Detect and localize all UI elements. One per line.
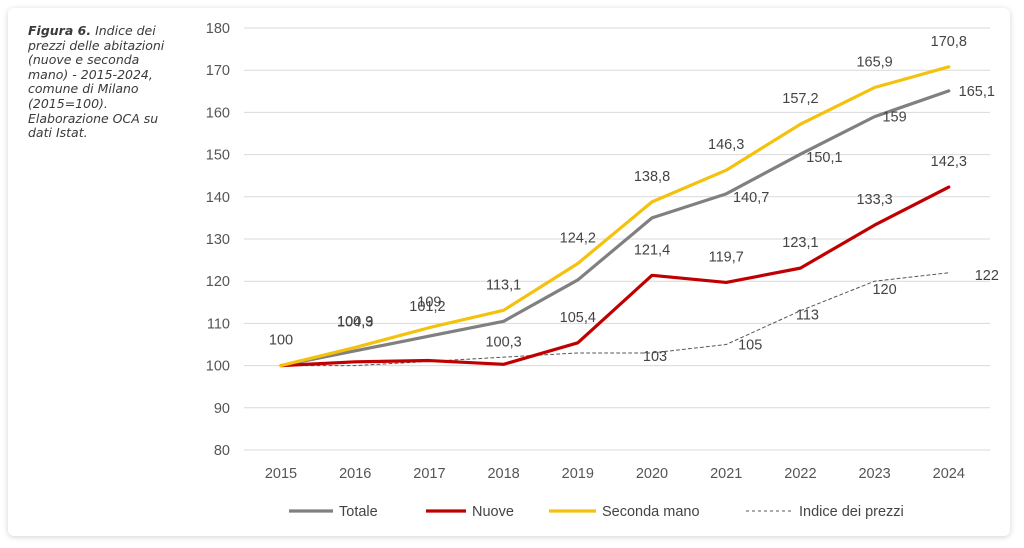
legend: Totale Nuove Seconda mano Indice dei prezzi — [289, 504, 904, 520]
legend-item-nuove: Nuove — [426, 504, 514, 520]
series-line-indice-dei-prezzi — [280, 272, 950, 367]
data-label: 120 — [872, 282, 896, 298]
y-tick-label: 110 — [207, 316, 230, 332]
y-tick-label: 160 — [206, 105, 230, 121]
legend-item-indice-dei-prezzi: Indice dei prezzi — [746, 504, 904, 520]
x-tick-label: 2016 — [339, 466, 371, 482]
data-label: 119,7 — [709, 249, 744, 265]
y-tick-label: 80 — [214, 443, 230, 459]
x-tick-label: 2022 — [784, 466, 816, 482]
legend-item-seconda-mano: Seconda mano — [549, 504, 700, 520]
data-label: 124,2 — [560, 230, 596, 246]
data-label: 157,2 — [782, 91, 818, 107]
legend-label: Indice dei prezzi — [799, 504, 904, 520]
chart-card — [8, 8, 1010, 536]
legend-label: Totale — [339, 504, 378, 520]
series-lines — [279, 65, 951, 368]
data-label: 105 — [738, 338, 762, 354]
y-axis: 80 90 100 110 120 130 140 150 160 170 180 — [206, 21, 230, 459]
legend-item-totale: Totale — [289, 504, 378, 520]
y-tick-label: 150 — [206, 148, 230, 164]
data-labels: 100,9 101,2 140,7 150,1 159 165,1 100,3 105,4 12… — [269, 34, 999, 365]
data-label: 122 — [975, 268, 999, 284]
x-tick-label: 2018 — [487, 466, 519, 482]
x-tick-label: 2023 — [858, 466, 890, 482]
legend-label: Seconda mano — [602, 504, 700, 520]
caption-title: Figura 6. — [28, 23, 92, 38]
data-label: 105,4 — [560, 310, 596, 326]
x-tick-label: 2020 — [636, 466, 668, 482]
series-line-seconda-mano — [279, 65, 951, 368]
data-label: 133,3 — [856, 192, 892, 208]
data-label: 123,1 — [782, 235, 818, 251]
data-label: 100 — [269, 333, 293, 349]
x-tick-label: 2024 — [933, 466, 965, 482]
data-label: 113 — [796, 308, 819, 324]
y-tick-label: 180 — [206, 21, 230, 37]
data-label: 104,3 — [337, 314, 373, 330]
x-axis: 2015 2016 2017 2018 2019 2020 2021 2022 2023 2024 — [265, 466, 965, 482]
data-label: 159 — [882, 110, 906, 126]
caption-text: Indice dei prezzi delle abitazioni (nuov… — [28, 23, 165, 141]
x-tick-label: 2019 — [562, 466, 594, 482]
y-tick-label: 100 — [206, 359, 230, 375]
data-label: 142,3 — [931, 154, 967, 170]
data-label: 170,8 — [931, 34, 967, 50]
data-label: 103 — [643, 349, 667, 365]
y-tick-label: 140 — [206, 190, 230, 206]
y-tick-label: 90 — [214, 401, 230, 417]
data-label: 138,8 — [634, 169, 670, 185]
data-label: 140,7 — [733, 190, 769, 206]
data-label: 113,1 — [486, 277, 521, 293]
x-tick-label: 2015 — [265, 466, 297, 482]
y-tick-label: 170 — [206, 63, 230, 79]
x-tick-label: 2021 — [710, 466, 742, 482]
data-label: 121,4 — [634, 242, 670, 258]
y-tick-label: 130 — [206, 232, 230, 248]
data-label: 146,3 — [708, 137, 744, 153]
data-label: 150,1 — [806, 150, 842, 166]
data-label: 165,1 — [959, 84, 995, 100]
data-label: 165,9 — [856, 55, 892, 71]
data-label: 109 — [417, 295, 441, 311]
y-tick-label: 120 — [206, 274, 230, 290]
figure-caption: Figura 6. Indice dei prezzi delle abitaz… — [28, 23, 176, 141]
data-label: 100,9 — [337, 314, 373, 330]
legend-label: Nuove — [472, 504, 514, 520]
x-tick-label: 2017 — [413, 466, 445, 482]
data-label: 101,2 — [409, 299, 445, 315]
data-label: 100,3 — [485, 334, 521, 350]
grid-lines — [244, 27, 990, 451]
series-line-totale — [279, 89, 951, 368]
series-line-nuove — [279, 185, 951, 368]
